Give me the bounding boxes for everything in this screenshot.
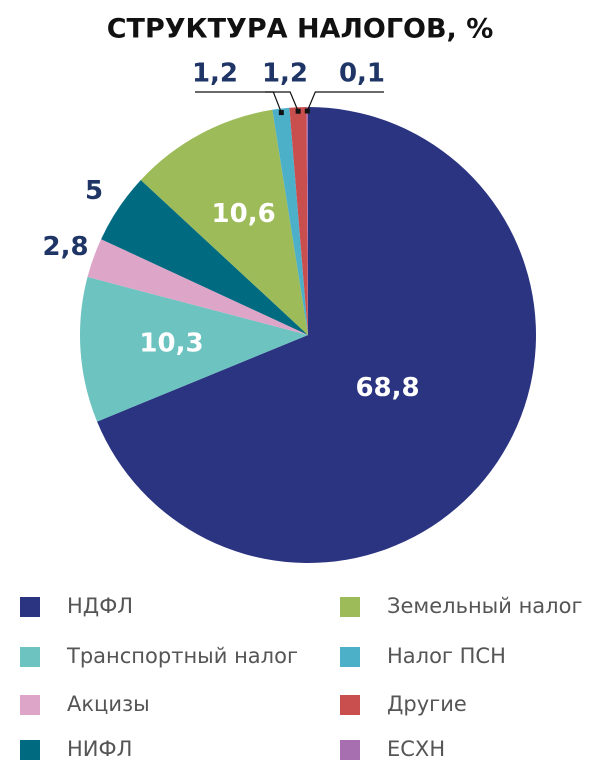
legend-swatch <box>20 647 40 667</box>
legend-label: Другие <box>387 692 467 716</box>
legend-swatch <box>340 597 360 617</box>
legend-label: Акцизы <box>67 692 150 716</box>
data-label: 5 <box>85 176 103 206</box>
data-label: 2,8 <box>43 232 89 262</box>
legend-swatch <box>20 695 40 715</box>
pie-slice <box>79 276 308 422</box>
data-label: 0,1 <box>339 59 385 89</box>
leader-dot <box>304 108 310 114</box>
leader-dot <box>278 110 284 116</box>
leader-line <box>195 91 282 113</box>
pie-slice <box>140 109 308 335</box>
legend-swatch <box>340 647 360 667</box>
data-label: 1,2 <box>262 59 308 89</box>
leader-line <box>265 91 299 112</box>
legend-swatch <box>340 740 360 760</box>
legend-label: ЕСХН <box>387 737 445 761</box>
leader-line <box>306 91 384 112</box>
chart-title: СТРУКТУРА НАЛОГОВ, % <box>107 14 494 45</box>
data-label: 68,8 <box>355 373 419 403</box>
legend-swatch <box>20 597 40 617</box>
pie-slice <box>289 107 308 335</box>
data-label: 10,3 <box>139 329 203 359</box>
legend-label: НДФЛ <box>67 594 133 618</box>
pie-slice <box>272 107 308 336</box>
legend-swatch <box>20 740 40 760</box>
data-label: 10,6 <box>212 199 276 229</box>
data-label: 1,2 <box>192 59 238 89</box>
legend-label: Транспортный налог <box>66 644 298 668</box>
pie-slice <box>306 107 308 335</box>
leader-dot <box>295 108 301 114</box>
legend-swatch <box>340 695 360 715</box>
legend-label: НИФЛ <box>67 737 132 761</box>
pie-slice <box>87 239 309 335</box>
pie-slice <box>97 107 537 563</box>
legend-label: Земельный налог <box>387 594 582 618</box>
legend-label: Налог ПСН <box>387 644 506 668</box>
pie-slice <box>101 179 308 335</box>
